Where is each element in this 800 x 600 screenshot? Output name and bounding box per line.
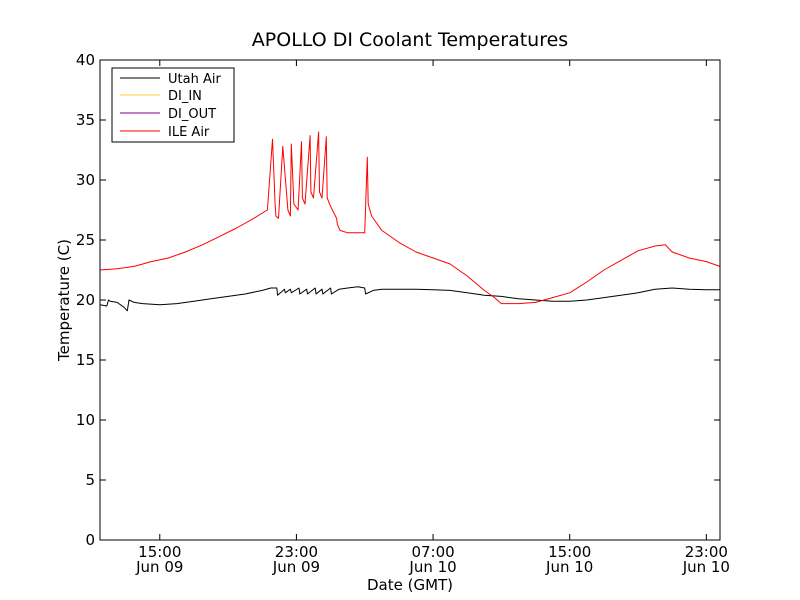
x-axis-label: Date (GMT) [367, 576, 453, 594]
y-tick-label-25: 25 [76, 231, 95, 249]
x-tick-label-date-3: Jun 10 [545, 558, 593, 576]
y-tick-label-15: 15 [76, 351, 95, 369]
x-tick-label-date-2: Jun 10 [408, 558, 456, 576]
x-tick-label-time-4: 23:00 [685, 543, 728, 561]
y-tick-label-20: 20 [76, 291, 95, 309]
x-tick-label-time-2: 07:00 [411, 543, 454, 561]
legend-label-utah-air: Utah Air [168, 72, 221, 87]
x-tick-label-time-1: 23:00 [275, 543, 318, 561]
y-axis-label: Temperature (C) [55, 239, 73, 362]
y-tick-label-5: 5 [85, 471, 95, 489]
legend-label-ile-air: ILE Air [168, 125, 210, 140]
x-tick-label-time-0: 15:00 [138, 543, 181, 561]
y-tick-label-10: 10 [76, 411, 95, 429]
x-tick-label-time-3: 15:00 [548, 543, 591, 561]
series-line-ile-air [99, 131, 721, 305]
legend-label-di-out: DI_OUT [168, 107, 216, 122]
x-tick-label-date-0: Jun 09 [135, 558, 183, 576]
chart-title: APOLLO DI Coolant Temperatures [252, 29, 568, 51]
y-axis-ticks: 0 5 10 15 20 25 30 35 40 [76, 51, 720, 549]
x-tick-label-date-1: Jun 09 [272, 558, 320, 576]
legend-label-di-in: DI_IN [168, 89, 202, 104]
y-tick-label-35: 35 [76, 111, 95, 129]
legend: Utah Air DI_IN DI_OUT ILE Air [111, 67, 235, 143]
y-tick-label-0: 0 [85, 531, 95, 549]
y-tick-label-30: 30 [76, 171, 95, 189]
series-layer [99, 131, 721, 312]
x-tick-label-date-4: Jun 10 [682, 558, 730, 576]
legend-box [111, 67, 235, 143]
y-tick-label-40: 40 [76, 51, 95, 69]
series-line-utah-air [99, 286, 720, 312]
